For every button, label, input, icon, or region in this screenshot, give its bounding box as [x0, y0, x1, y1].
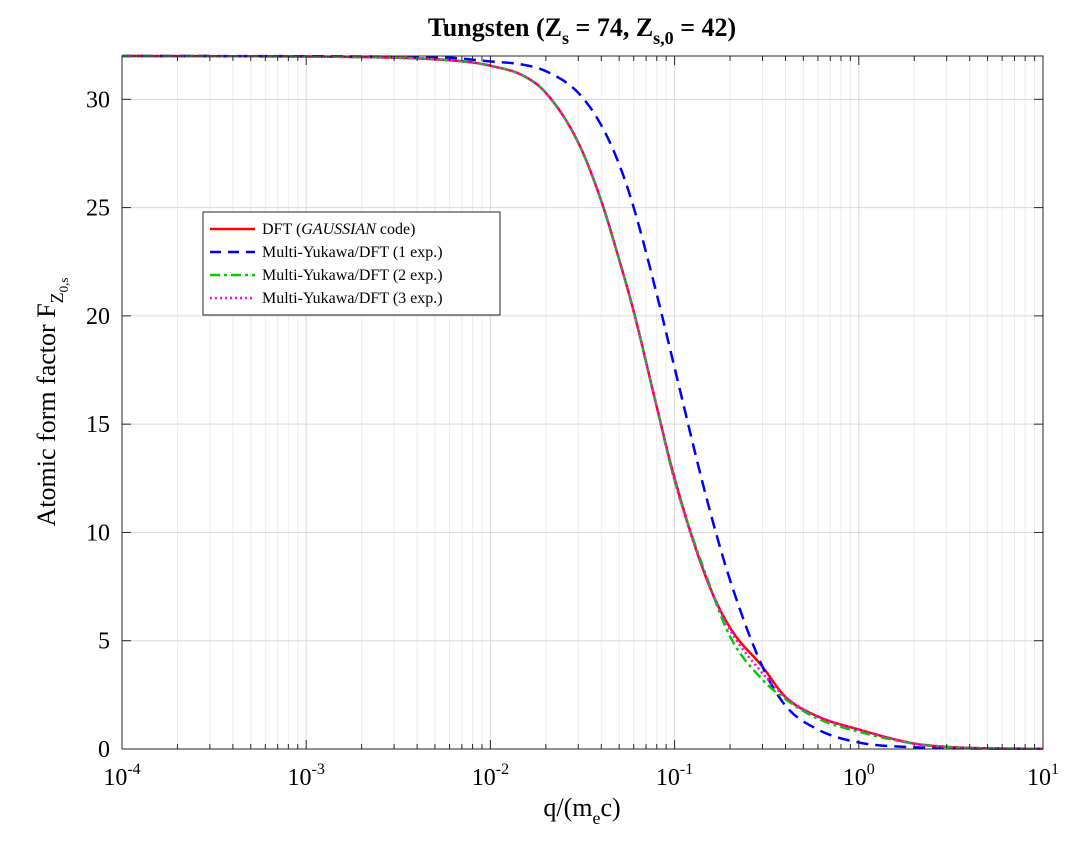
- y-tick-label: 5: [98, 629, 110, 655]
- tick-labels: 10-4 10-3 10-2 10-1 100 101 0 5 10 15 20 25 30: [86, 87, 1059, 791]
- y-tick-label: 10: [86, 520, 110, 546]
- x-tick-label: 10-3: [288, 761, 325, 791]
- x-tick-label: 10-4: [103, 761, 140, 791]
- x-tick-label: 10-1: [656, 761, 693, 791]
- x-axis-label: q/(mec): [543, 793, 620, 828]
- legend-label-dft: DFT (GAUSSIAN code): [262, 221, 415, 238]
- y-tick-label: 15: [86, 412, 110, 438]
- x-tick-label: 101: [1027, 761, 1059, 791]
- legend-label-2exp: Multi-Yukawa/DFT (2 exp.): [262, 267, 443, 284]
- legend-label-1exp: Multi-Yukawa/DFT (1 exp.): [262, 244, 443, 261]
- series-yukawa-3exp: [121, 54, 1044, 751]
- plot-background: [122, 56, 1043, 749]
- plot-frame: [121, 55, 1044, 750]
- ticks: [121, 56, 1044, 750]
- y-tick-label: 30: [86, 87, 110, 113]
- chart-title: Tungsten (Zs = 74, Zs,0 = 42): [428, 13, 736, 48]
- y-tick-label: 25: [86, 196, 110, 222]
- y-tick-label: 0: [98, 737, 110, 763]
- legend-label-3exp: Multi-Yukawa/DFT (3 exp.): [262, 290, 443, 307]
- x-tick-label: 100: [843, 761, 875, 791]
- legend: DFT (GAUSSIAN code) Multi-Yukawa/DFT (1 …: [202, 211, 501, 316]
- y-tick-label: 20: [86, 304, 110, 330]
- x-tick-label: 10-2: [472, 761, 509, 791]
- y-axis-label: Atomic form factor FZ0,s: [32, 278, 71, 527]
